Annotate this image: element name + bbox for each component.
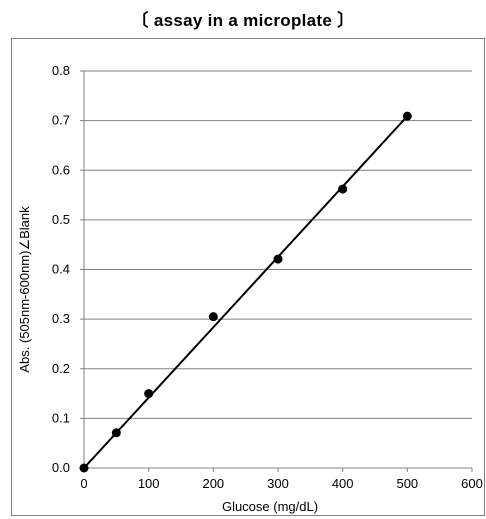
x-tick-label: 300 (267, 476, 289, 491)
x-tick-label: 600 (461, 476, 483, 491)
linear-trendline (83, 115, 409, 469)
grid-lines (84, 70, 472, 419)
chart-frame (11, 38, 485, 516)
data-point (144, 389, 154, 399)
y-tick-label: 0.4 (52, 262, 70, 277)
y-tick-label: 0.3 (52, 311, 70, 326)
y-tick-label: 0.6 (52, 162, 70, 177)
data-point (79, 463, 89, 473)
y-tick-label: 0.8 (52, 63, 70, 78)
y-axis-title: Abs. (505nm-600nm)∠Blank (17, 206, 32, 373)
y-tick-label: 0.1 (52, 410, 70, 425)
x-tick-label: 100 (138, 476, 160, 491)
axes (80, 70, 473, 472)
y-tick-label: 0.7 (52, 113, 70, 128)
x-tick-label: 400 (332, 476, 354, 491)
data-point (273, 254, 283, 264)
y-tick-label: 0.5 (52, 212, 70, 227)
x-axis-title: Glucose (mg/dL) (222, 499, 318, 514)
x-tick-label: 200 (202, 476, 224, 491)
data-point (111, 428, 121, 438)
data-point (338, 184, 348, 194)
data-points (79, 111, 412, 473)
data-point (208, 312, 218, 322)
trendline-layer (83, 115, 409, 469)
chart-title: 〔 assay in a microplate 〕 (131, 11, 355, 30)
tick-labels: 0.0 0.1 0.2 0.3 0.4 0.5 0.6 0.7 0.8 0 100 200 300 400… (52, 63, 483, 491)
x-tick-label: 500 (396, 476, 418, 491)
x-tick-label: 0 (80, 476, 87, 491)
data-point (402, 111, 412, 121)
y-tick-label: 0.0 (52, 460, 70, 475)
y-tick-label: 0.2 (52, 361, 70, 376)
